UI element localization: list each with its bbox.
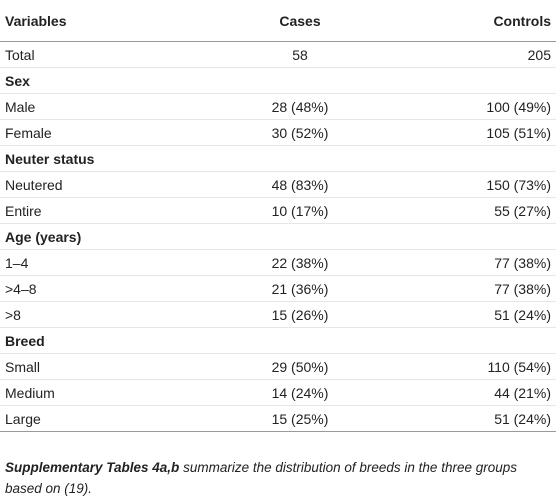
- data-row: >4–8 21 (36%) 77 (38%): [0, 275, 556, 302]
- cell: 150 (73%): [390, 171, 556, 198]
- cell: Female: [0, 119, 210, 146]
- cell: 15 (26%): [210, 301, 390, 328]
- data-row: 1–4 22 (38%) 77 (38%): [0, 249, 556, 276]
- footnote: Supplementary Tables 4a,b summarize the …: [5, 457, 553, 499]
- cell: 1–4: [0, 249, 210, 276]
- data-row: Medium 14 (24%) 44 (21%): [0, 379, 556, 406]
- header-cell: Controls: [390, 0, 556, 42]
- cell: >4–8: [0, 275, 210, 302]
- cell: Entire: [0, 197, 210, 224]
- cell: Medium: [0, 379, 210, 406]
- cell: 105 (51%): [390, 119, 556, 146]
- cell: Total: [0, 41, 210, 68]
- cell: 77 (38%): [390, 275, 556, 302]
- cell: 22 (38%): [210, 249, 390, 276]
- section-row: Breed: [0, 327, 556, 354]
- data-row: Neutered 48 (83%) 150 (73%): [0, 171, 556, 198]
- cell: 55 (27%): [390, 197, 556, 224]
- cell: 51 (24%): [390, 405, 556, 432]
- header-cell: Variables: [0, 0, 210, 42]
- data-row: Small 29 (50%) 110 (54%): [0, 353, 556, 380]
- cell: 58: [210, 41, 390, 68]
- cell: Large: [0, 405, 210, 432]
- cell: Small: [0, 353, 210, 380]
- data-row: Large 15 (25%) 51 (24%): [0, 405, 556, 432]
- cell: 21 (36%): [210, 275, 390, 302]
- section-cell: Breed: [0, 327, 556, 354]
- header-cell: Cases: [210, 0, 390, 42]
- section-row: Age (years): [0, 223, 556, 250]
- cell: 10 (17%): [210, 197, 390, 224]
- cell: 51 (24%): [390, 301, 556, 328]
- cell: 14 (24%): [210, 379, 390, 406]
- cell: 100 (49%): [390, 93, 556, 120]
- table-body: Total 58 205 Sex Male 28 (48%) 100 (49%) Female…: [0, 41, 556, 432]
- cell: >8: [0, 301, 210, 328]
- section-cell: Neuter status: [0, 145, 556, 172]
- section-cell: Sex: [0, 67, 556, 94]
- cell: 44 (21%): [390, 379, 556, 406]
- data-table: Variables Cases Controls Total 58 205 Sex Male…: [0, 0, 556, 432]
- cell: 48 (83%): [210, 171, 390, 198]
- data-row: Total 58 205: [0, 41, 556, 68]
- cell: Neutered: [0, 171, 210, 198]
- footnote-text: summarize the distribution of breeds in …: [5, 460, 517, 496]
- cell: 28 (48%): [210, 93, 390, 120]
- cell: 110 (54%): [390, 353, 556, 380]
- data-row: Male 28 (48%) 100 (49%): [0, 93, 556, 120]
- cell: Male: [0, 93, 210, 120]
- data-row: Female 30 (52%) 105 (51%): [0, 119, 556, 146]
- footnote-bold: Supplementary Tables 4a,b: [5, 460, 180, 475]
- cell: 205: [390, 41, 556, 68]
- section-cell: Age (years): [0, 223, 556, 250]
- header-row: Variables Cases Controls: [0, 0, 556, 42]
- table-header: Variables Cases Controls: [0, 0, 556, 42]
- cell: 30 (52%): [210, 119, 390, 146]
- cell: 29 (50%): [210, 353, 390, 380]
- data-row: >8 15 (26%) 51 (24%): [0, 301, 556, 328]
- data-row: Entire 10 (17%) 55 (27%): [0, 197, 556, 224]
- section-row: Sex: [0, 67, 556, 94]
- cell: 15 (25%): [210, 405, 390, 432]
- section-row: Neuter status: [0, 145, 556, 172]
- cell: 77 (38%): [390, 249, 556, 276]
